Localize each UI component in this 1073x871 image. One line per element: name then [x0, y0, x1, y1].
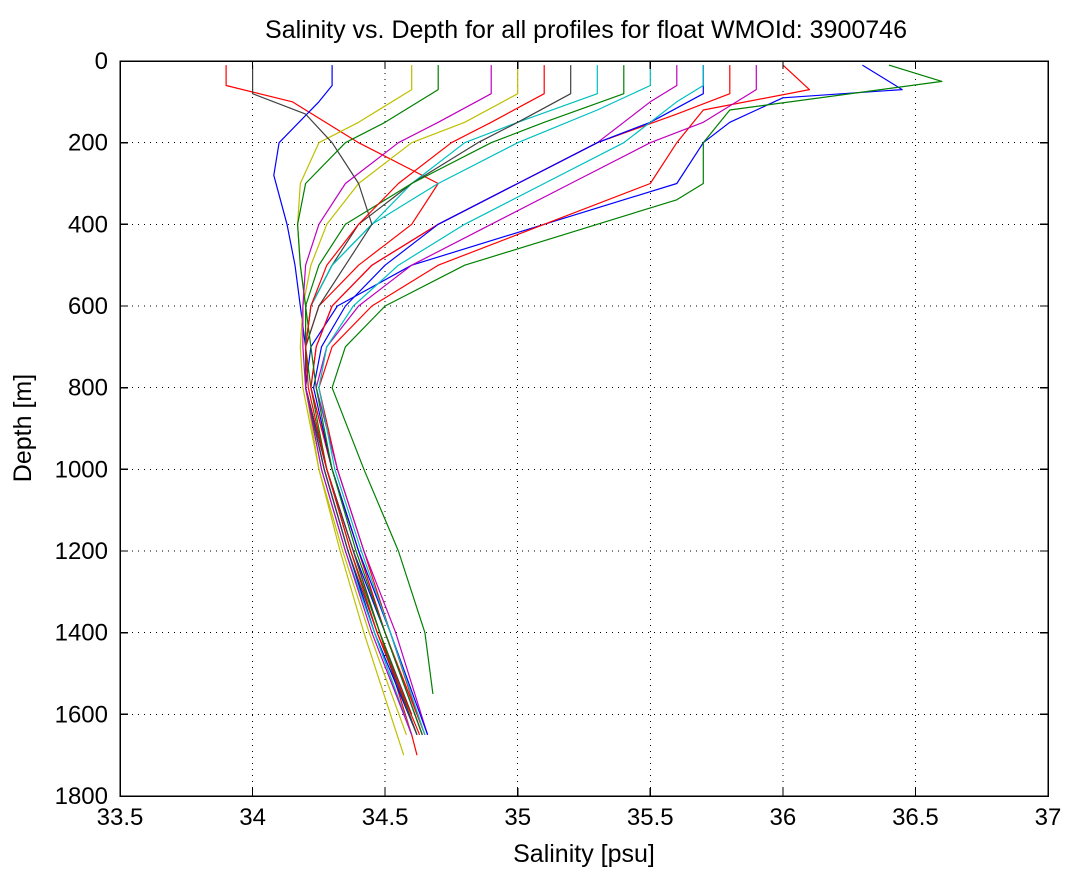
plot-area — [119, 60, 1049, 797]
y-tick-label: 800 — [68, 375, 108, 402]
salinity-profile-line — [310, 65, 731, 736]
salinity-profile-line — [331, 64, 943, 694]
salinity-profile-line — [310, 65, 678, 736]
salinity-profile-line — [315, 65, 757, 735]
x-tick-label: 35.5 — [627, 804, 674, 831]
salinity-profile-line — [305, 65, 625, 736]
grid-lines — [120, 61, 1048, 796]
salinity-profile-line — [225, 65, 439, 756]
salinity-profile-line — [252, 65, 418, 736]
y-tick-label: 1200 — [55, 538, 108, 565]
y-tick-label: 1800 — [55, 783, 108, 810]
y-axis-tick-labels: 0 200 400 600 800 1000 1200 1400 1600 1800 — [55, 48, 108, 810]
y-axis-label: Depth [m] — [9, 374, 37, 482]
y-tick-label: 0 — [95, 48, 108, 75]
salinity-profile-line — [299, 65, 519, 736]
y-tick-label: 1600 — [55, 701, 108, 728]
y-tick-label: 1400 — [55, 620, 108, 647]
salinity-profile-line — [302, 65, 492, 736]
salinity-profile-line — [305, 65, 545, 736]
salinity-profile-line — [297, 65, 439, 736]
salinity-profile-line — [313, 65, 704, 736]
x-axis-label: Salinity [psu] — [513, 840, 655, 868]
salinity-profile-line — [318, 64, 811, 715]
salinity-profile-line — [318, 65, 704, 735]
salinity-profile-line — [305, 64, 903, 736]
y-tick-label: 400 — [68, 211, 108, 238]
x-tick-label: 37 — [1035, 804, 1062, 831]
x-tick-label: 35 — [504, 804, 531, 831]
x-tick-label: 33.5 — [97, 804, 144, 831]
y-tick-label: 600 — [68, 293, 108, 320]
x-axis-tick-labels: 33.5 34 34.5 35 35.5 36 36.5 37 — [97, 804, 1062, 831]
x-tick-label: 36 — [770, 804, 797, 831]
y-tick-label: 1000 — [55, 456, 108, 483]
tick-marks — [119, 60, 1049, 797]
profile-lines — [225, 64, 943, 756]
x-tick-label: 34 — [239, 804, 266, 831]
salinity-profile-line — [305, 65, 651, 736]
x-tick-label: 34.5 — [362, 804, 409, 831]
salinity-profile-line — [273, 65, 418, 736]
chart-title: Salinity vs. Depth for all profiles for … — [265, 16, 907, 44]
x-tick-label: 36.5 — [892, 804, 939, 831]
y-tick-label: 200 — [68, 130, 108, 157]
